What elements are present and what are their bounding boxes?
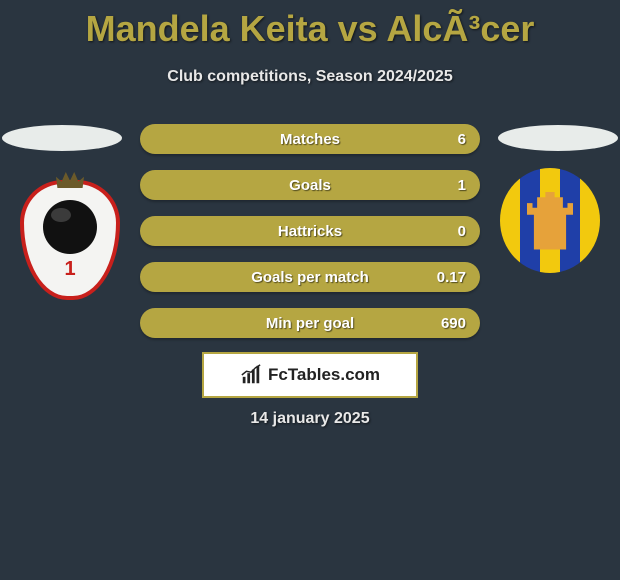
footer-date: 14 january 2025 xyxy=(0,410,620,428)
logo-box: FcTables.com xyxy=(202,352,418,398)
bar-value: 0 xyxy=(458,223,466,240)
bar-label: Goals xyxy=(289,177,331,194)
stats-bars: Matches 6 Goals 1 Hattricks 0 Goals per … xyxy=(140,124,480,354)
bar-row-matches: Matches 6 xyxy=(140,124,480,154)
logo-text: FcTables.com xyxy=(268,365,380,385)
shield-number: 1 xyxy=(64,258,75,281)
bar-row-goals: Goals 1 xyxy=(140,170,480,200)
bar-value: 6 xyxy=(458,131,466,148)
castle-icon xyxy=(527,192,573,250)
crest-left: 1 xyxy=(20,180,120,300)
bar-label: Hattricks xyxy=(278,223,342,240)
right-platform-ellipse xyxy=(498,125,618,151)
page-subtitle: Club competitions, Season 2024/2025 xyxy=(0,68,620,86)
bar-row-hattricks: Hattricks 0 xyxy=(140,216,480,246)
crown-icon xyxy=(56,172,84,188)
bar-row-goals-per-match: Goals per match 0.17 xyxy=(140,262,480,292)
football-icon xyxy=(43,200,97,254)
bar-value: 690 xyxy=(441,315,466,332)
left-platform-ellipse xyxy=(2,125,122,151)
page-title: Mandela Keita vs AlcÃ³cer xyxy=(0,0,620,50)
bar-label: Goals per match xyxy=(251,269,369,286)
bar-label: Min per goal xyxy=(266,315,354,332)
bar-value: 1 xyxy=(458,177,466,194)
shield-left-icon: 1 xyxy=(20,180,120,300)
bar-label: Matches xyxy=(280,131,340,148)
chart-icon xyxy=(240,364,262,386)
bar-value: 0.17 xyxy=(437,269,466,286)
crest-right xyxy=(500,168,600,288)
shield-right-icon xyxy=(500,168,600,273)
bar-row-min-per-goal: Min per goal 690 xyxy=(140,308,480,338)
